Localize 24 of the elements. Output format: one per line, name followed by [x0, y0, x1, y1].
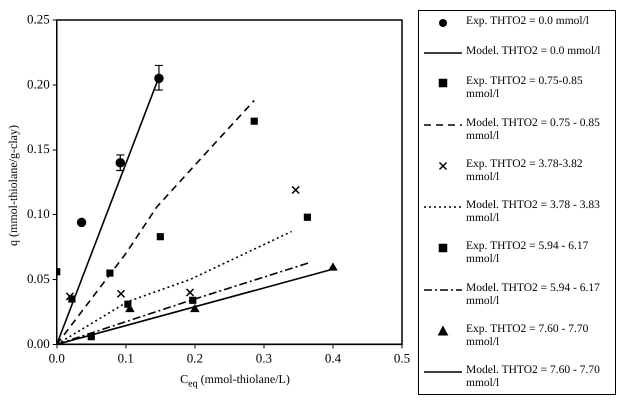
x-tick-label: 0.3 [256, 350, 272, 366]
legend-label: Exp. THTO2 = 7.60 - 7.70 mmol/l [466, 322, 590, 349]
y-tick-label: 0.25 [27, 11, 50, 26]
legend-label: Exp. THTO2 = 0.0 mmol/l [466, 15, 589, 28]
x-tick-label: 0.0 [48, 350, 65, 366]
y-tick-label: 0.05 [27, 270, 50, 286]
legend-label: Model. THTO2 = 5.94 - 6.17 mmol/l [466, 282, 601, 308]
y-tick-label: 0.15 [27, 141, 50, 156]
y-axis-title: q (mmol-thiolane/g-clay) [6, 124, 20, 246]
legend-label: Model. THTO2 = 0.0 mmol/l [466, 45, 600, 58]
x-tick-label: 0.2 [186, 350, 203, 366]
x-tick-label: 0.5 [394, 350, 410, 366]
x-axis-title: C$_{eq}$ (mmol-thiolane/L) [179, 372, 291, 390]
y-tick-label: 0.00 [27, 336, 50, 351]
x-tick-label: 0.4 [324, 350, 342, 366]
legend-label: Model. THTO2 = 3.78 - 3.83 mmol/l [466, 199, 601, 226]
legend-label: Model. THTO2 = 0.75 - 0.85 mmol/l [466, 116, 601, 143]
legend-label: Exp. THTO2 = 0.75-0.85 mmol/l [466, 75, 584, 102]
y-tick-label: 0.20 [27, 76, 50, 92]
legend-label: Exp. THTO2 = 5.94 - 6.17 mmol/l [466, 240, 590, 266]
legend-label: Model. THTO2 = 7.60 - 7.70 mmol/l [466, 364, 601, 390]
legend-label: Exp. THTO2 = 3.78-3.82 mmol/l [466, 158, 584, 184]
y-tick-label: 0.10 [27, 206, 50, 222]
x-tick-label: 0.1 [118, 350, 134, 366]
